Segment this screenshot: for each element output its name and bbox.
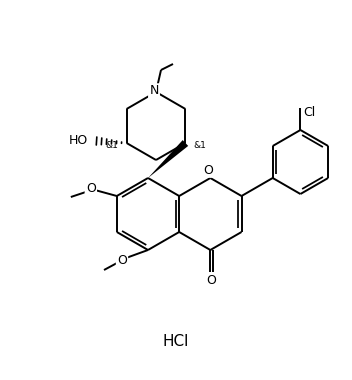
Text: O: O <box>206 274 216 288</box>
Text: O: O <box>117 253 127 266</box>
Text: Cl: Cl <box>303 106 316 119</box>
Text: O: O <box>203 163 213 176</box>
Text: N: N <box>149 84 159 98</box>
Text: HO: HO <box>69 133 88 147</box>
Polygon shape <box>148 140 188 178</box>
Text: HCl: HCl <box>163 334 189 350</box>
Text: &1: &1 <box>194 141 206 149</box>
Text: O: O <box>86 182 96 195</box>
Text: &1: &1 <box>106 141 119 149</box>
